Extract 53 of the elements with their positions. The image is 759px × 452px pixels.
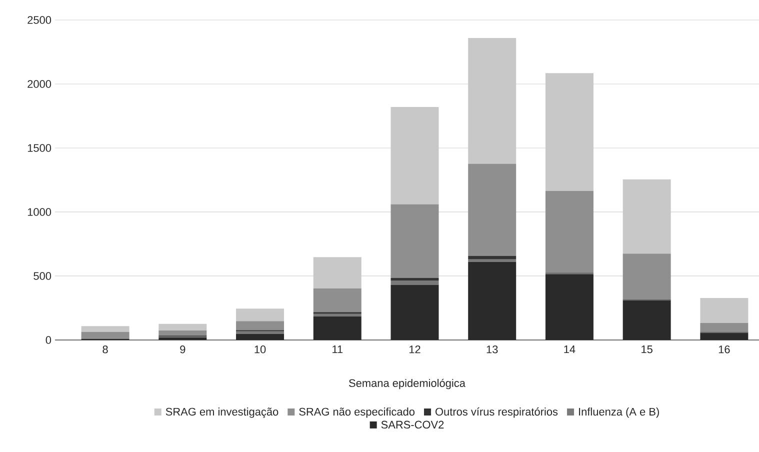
bar bbox=[468, 164, 516, 256]
bar bbox=[545, 73, 594, 191]
x-tick-label: 8 bbox=[102, 346, 108, 354]
bar bbox=[390, 280, 439, 285]
bar bbox=[158, 337, 207, 340]
legend-label: SARS-COV2 bbox=[381, 420, 444, 429]
bar bbox=[622, 254, 671, 300]
bar bbox=[236, 308, 284, 322]
bar bbox=[313, 257, 362, 288]
bar bbox=[81, 332, 130, 338]
y-tick-label: 2500 bbox=[28, 16, 52, 24]
bar bbox=[313, 316, 362, 340]
bar bbox=[313, 314, 362, 316]
bar bbox=[158, 324, 207, 331]
legend-label: SRAG em investigação bbox=[166, 408, 278, 418]
bar bbox=[468, 262, 516, 340]
bar bbox=[622, 179, 671, 254]
x-tick-label: 11 bbox=[332, 346, 343, 354]
bar bbox=[622, 300, 671, 340]
y-tick-label: 0 bbox=[46, 336, 52, 344]
y-tick-label: 1500 bbox=[28, 144, 52, 152]
x-tick-label: 16 bbox=[718, 346, 730, 354]
x-axis-title: Semana epidemiológica bbox=[349, 378, 466, 390]
bar bbox=[545, 190, 594, 273]
bar bbox=[158, 330, 207, 336]
bar bbox=[236, 334, 284, 340]
bar bbox=[468, 256, 516, 260]
bar bbox=[390, 278, 439, 280]
legend-label: Outros vírus respiratórios bbox=[436, 407, 558, 418]
bar bbox=[390, 107, 439, 204]
bar bbox=[313, 288, 362, 312]
bar bbox=[390, 204, 439, 278]
x-tick-label: 9 bbox=[180, 346, 186, 354]
y-tick-label: 1000 bbox=[28, 208, 52, 216]
legend-label: Influenza (A e B) bbox=[579, 408, 659, 418]
bar bbox=[81, 326, 130, 332]
bar bbox=[468, 38, 516, 164]
bar bbox=[700, 322, 748, 332]
x-tick-label: 14 bbox=[564, 346, 576, 354]
bar bbox=[700, 298, 748, 323]
y-tick-label: 2000 bbox=[28, 80, 52, 88]
bar bbox=[700, 332, 748, 340]
x-tick-label: 10 bbox=[254, 346, 266, 354]
y-tick-label: 500 bbox=[34, 272, 52, 280]
bar bbox=[236, 331, 284, 334]
bar bbox=[468, 259, 516, 262]
bar bbox=[390, 284, 439, 340]
x-tick-label: 12 bbox=[409, 346, 420, 354]
x-tick-label: 13 bbox=[486, 346, 498, 354]
bar bbox=[545, 274, 594, 340]
bar bbox=[236, 321, 284, 330]
x-tick-label: 15 bbox=[642, 346, 652, 354]
legend-label: SRAG não especificado bbox=[299, 408, 415, 418]
